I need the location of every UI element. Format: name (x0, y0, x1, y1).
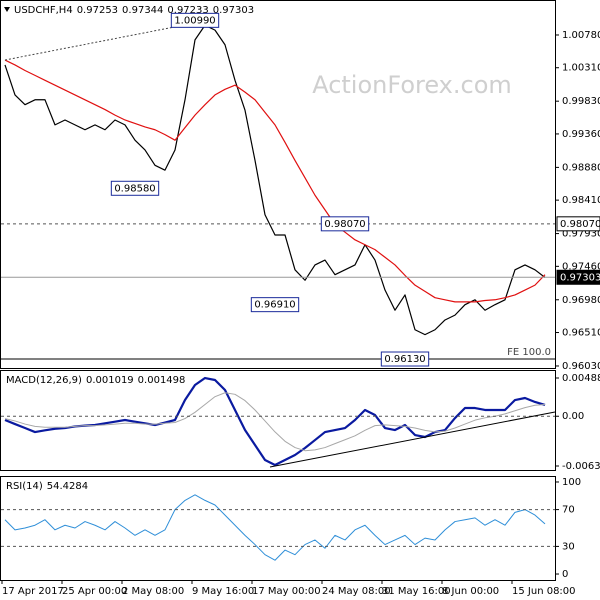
y-tick-label: 30 (562, 541, 575, 552)
price-tag-label: 0.98070 (560, 219, 600, 230)
series-line (4, 494, 546, 561)
panel (0, 370, 556, 471)
panel (0, 476, 556, 581)
x-tick-label: 2 May 08:00 (122, 586, 184, 597)
price-tag-label: 0.97303 (560, 272, 600, 283)
header-value: 0.97253 (77, 5, 118, 16)
header-value: 0.97303 (213, 5, 254, 16)
x-tick-label: 25 Apr 00:00 (62, 586, 127, 597)
x-tick-label: 17 Apr 2017 (2, 586, 64, 597)
annotation-box (320, 216, 370, 232)
header-title: RSI(14) (6, 481, 43, 492)
annotation-label: 0.98580 (114, 183, 155, 194)
annotation-box (380, 351, 430, 367)
y-tick-label: 70 (562, 505, 575, 516)
y-tick-label: 1.00780 (562, 30, 600, 41)
y-tick-label: 100 (562, 477, 581, 488)
annotation-box (250, 297, 300, 313)
y-tick-label: 0.96510 (562, 328, 600, 339)
header-title: MACD(12,26,9) (6, 375, 82, 386)
y-tick-label: 0.99360 (562, 129, 600, 140)
panel-header: RSI(14) 54.4284 (6, 481, 88, 492)
y-tick-label: 0.004883 (562, 373, 600, 384)
watermark: ActionForex.com (312, 71, 512, 99)
series-line (4, 59, 546, 303)
series-line (4, 376, 546, 467)
annotation-label: 0.96130 (384, 354, 425, 365)
panel (0, 0, 556, 369)
y-tick-label: 0.98410 (562, 195, 600, 206)
x-tick-label: 15 Jun 08:00 (512, 586, 576, 597)
header-value: 0.001498 (138, 375, 186, 386)
x-tick-label: 8 Jun 00:00 (442, 586, 499, 597)
y-tick-label: 1.00310 (562, 63, 600, 74)
header-value: 0.97233 (167, 5, 208, 16)
panel-header: MACD(12,26,9) 0.001019 0.001498 (6, 375, 185, 386)
annotation-label: 0.96910 (254, 300, 295, 311)
annotation-box (110, 180, 160, 196)
header-value: 0.001019 (86, 375, 134, 386)
header-title: USDCHF,H4 (14, 5, 73, 16)
y-tick-label: 0.99830 (562, 96, 600, 107)
trend-line (4, 21, 201, 61)
y-tick-label: 0.96030 (562, 361, 600, 372)
annotation-label: 1.00990 (174, 15, 215, 26)
series-line (4, 392, 546, 452)
price-tag (556, 269, 600, 285)
price-tag (556, 216, 600, 232)
x-tick-label: 17 May 00:00 (252, 586, 321, 597)
y-tick-label: 0.97930 (562, 229, 600, 240)
y-tick-label: 0.98880 (562, 162, 600, 173)
annotation-label: 0.98070 (324, 219, 365, 230)
y-tick-label: 0.96980 (562, 295, 600, 306)
x-tick-label: 24 May 08:00 (322, 586, 391, 597)
x-tick-label: 31 May 16:00 (382, 586, 451, 597)
header-value: 0.97344 (122, 5, 163, 16)
trend-line (269, 411, 556, 468)
annotation-box (170, 12, 220, 28)
level-label: FE 100.0 (507, 347, 551, 358)
panel-header: USDCHF,H4 0.97253 0.97344 0.97233 0.97303 (14, 5, 254, 16)
x-tick-label: 9 May 16:00 (192, 586, 254, 597)
y-tick-label: -0.006354 (562, 461, 600, 472)
y-tick-label: 0.97460 (562, 261, 600, 272)
header-value: 54.4284 (47, 481, 88, 492)
header-arrow (4, 7, 10, 12)
y-tick-label: 0 (562, 569, 568, 580)
series-line (4, 24, 546, 336)
y-tick-label: 0.00 (562, 411, 584, 422)
